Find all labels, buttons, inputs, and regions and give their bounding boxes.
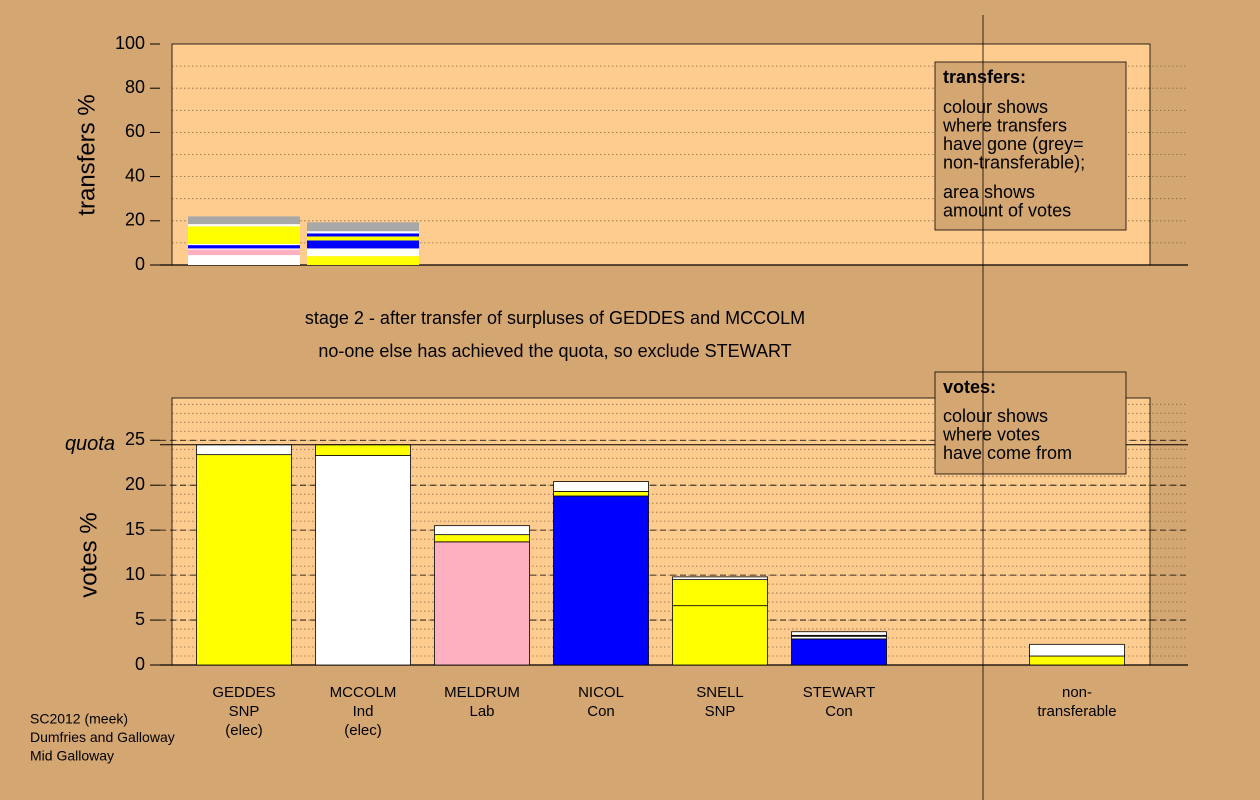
bar-segment <box>188 249 300 256</box>
x-tick-label: MELDRUM <box>444 684 520 701</box>
bar-segment <box>307 233 419 237</box>
x-tick-label: transferable <box>1037 703 1116 720</box>
y-tick-label: 20 <box>125 474 145 494</box>
annotation-heading: votes: <box>943 377 996 397</box>
y-tick-label: 40 <box>125 165 145 185</box>
bar-segment <box>1029 643 1125 657</box>
x-tick-label: (elec) <box>344 722 382 739</box>
x-tick-label: SNELL <box>696 684 744 701</box>
x-tick-label: (elec) <box>225 722 263 739</box>
bar-segment <box>553 495 649 666</box>
x-tick-label: Ind <box>353 703 374 720</box>
y-tick-label: 80 <box>125 77 145 97</box>
annotation-text: have gone (grey= <box>943 134 1084 154</box>
y-tick-label: 25 <box>125 429 145 449</box>
x-tick-label: SNP <box>229 703 260 720</box>
annotation-text: amount of votes <box>943 200 1071 220</box>
bar-segment <box>672 576 768 580</box>
x-tick-label: MCCOLM <box>330 684 397 701</box>
footer-text: Mid Galloway <box>30 748 114 764</box>
bar-segment <box>307 256 419 265</box>
y-tick-label: 10 <box>125 564 145 584</box>
bar-segment <box>188 255 300 265</box>
bar-segment <box>434 541 530 666</box>
bar-segment <box>188 244 300 246</box>
bar-segment <box>188 224 300 227</box>
footer-text: SC2012 (meek) <box>30 711 128 727</box>
bar-segment <box>196 444 292 456</box>
annotation-box <box>934 371 1127 475</box>
y-tick-label: 100 <box>115 33 145 53</box>
y-tick-label: 0 <box>135 254 145 274</box>
x-tick-label: GEDDES <box>212 684 275 701</box>
y-axis-label: transfers % <box>73 94 100 215</box>
bar-segment <box>553 491 649 497</box>
annotation-heading: transfers: <box>943 67 1026 87</box>
x-tick-label: SNP <box>705 703 736 720</box>
bar-segment <box>188 248 300 250</box>
annotation-box <box>934 61 1127 231</box>
bar-segment <box>672 579 768 607</box>
subtitle: no-one else has achieved the quota, so e… <box>318 341 791 361</box>
bar-segment <box>307 248 419 257</box>
bar-segment <box>553 481 649 492</box>
bar-segment <box>188 245 300 249</box>
x-tick-label: Con <box>825 703 853 720</box>
x-tick-label: Con <box>587 703 615 720</box>
bar-segment <box>307 231 419 234</box>
quota-label: quota <box>65 433 115 455</box>
annotation-text: colour shows <box>943 406 1048 426</box>
bar-segment <box>196 454 292 666</box>
y-tick-label: 5 <box>135 609 145 629</box>
x-tick-label: STEWART <box>803 684 876 701</box>
y-tick-label: 15 <box>125 519 145 539</box>
bar-segment <box>315 444 411 456</box>
annotation-text: area shows <box>943 182 1035 202</box>
footer-text: Dumfries and Galloway <box>30 729 175 745</box>
x-tick-label: NICOL <box>578 684 624 701</box>
bar-segment <box>791 635 887 640</box>
x-tick-label: non- <box>1062 684 1092 701</box>
bar-segment <box>434 525 530 536</box>
bar-segment <box>307 222 419 232</box>
annotation-text: have come from <box>943 443 1072 463</box>
bar-segment <box>1029 655 1125 666</box>
bar-segment <box>315 455 411 666</box>
y-tick-label: 20 <box>125 210 145 230</box>
bar-segment <box>672 605 768 666</box>
y-axis-label: votes % <box>75 512 102 597</box>
annotation-text: colour shows <box>943 97 1048 117</box>
subtitle: stage 2 - after transfer of surpluses of… <box>305 308 805 328</box>
annotation-text: where transfers <box>942 115 1067 135</box>
y-tick-label: 0 <box>135 654 145 674</box>
bar-segment <box>791 631 887 636</box>
bar-segment <box>188 226 300 245</box>
bar-segment <box>791 638 887 666</box>
bar-segment <box>434 534 530 543</box>
x-tick-label: Lab <box>469 703 494 720</box>
annotation-text: where votes <box>942 424 1040 444</box>
bar-segment <box>307 240 419 249</box>
y-tick-label: 60 <box>125 121 145 141</box>
annotation-text: non-transferable); <box>943 152 1085 172</box>
bar-segment <box>188 216 300 225</box>
bar-segment <box>307 236 419 241</box>
